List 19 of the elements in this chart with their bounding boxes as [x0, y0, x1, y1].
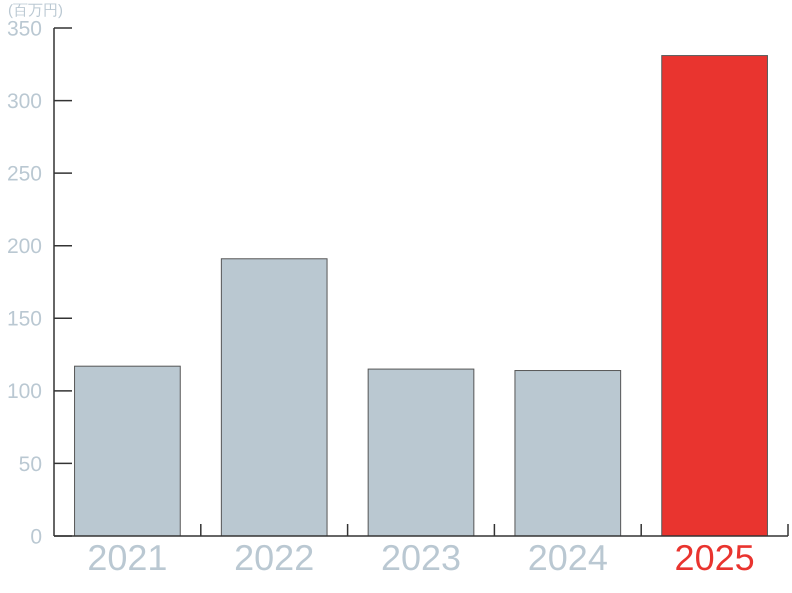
- x-tick-label: 2022: [234, 537, 314, 578]
- y-tick-label: 50: [18, 452, 42, 476]
- y-tick-label: 350: [6, 17, 42, 40]
- y-tick-label: 250: [6, 162, 42, 186]
- x-tick-label: 2023: [380, 537, 462, 578]
- y-tick-label: 150: [6, 308, 42, 331]
- y-tick-label: 200: [6, 235, 42, 258]
- bar: [220, 258, 328, 536]
- bar: [368, 368, 474, 536]
- x-tick-label: 2021: [87, 537, 168, 578]
- y-tick-label: 300: [6, 90, 42, 113]
- y-tick-label: 0: [30, 525, 42, 548]
- x-tick-label: 2025: [674, 537, 755, 578]
- bar: [514, 370, 622, 536]
- y-axis-title: (百万円): [8, 2, 63, 19]
- bar: [661, 55, 768, 536]
- y-tick-label: 100: [6, 380, 42, 404]
- bar: [74, 366, 181, 536]
- x-tick-label: 2024: [528, 537, 608, 578]
